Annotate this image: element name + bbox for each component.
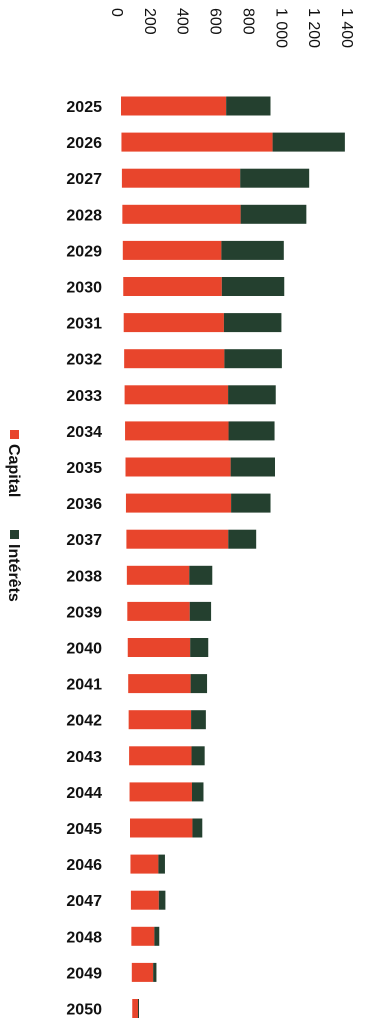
bar-interets — [230, 457, 275, 477]
bar-interets — [190, 638, 209, 657]
category-label: 2037 — [66, 532, 102, 549]
bar-capital — [126, 529, 229, 549]
category-label: 2031 — [66, 316, 102, 333]
bar-interets — [228, 385, 276, 405]
category-label: 2039 — [66, 604, 102, 621]
bar-capital — [126, 565, 190, 585]
category-label: 2025 — [66, 99, 102, 116]
category-label: 2048 — [66, 929, 102, 946]
bar-capital — [121, 96, 227, 116]
bar-capital — [131, 962, 154, 982]
category-label: 2036 — [66, 496, 102, 513]
category-label: 2034 — [66, 424, 102, 441]
bar-capital — [128, 710, 192, 730]
category-label: 2038 — [66, 568, 102, 585]
category-label: 2027 — [66, 171, 102, 188]
bar-capital — [131, 926, 155, 946]
category-label: 2046 — [66, 857, 102, 874]
legend-label-interets: Intérêts — [5, 544, 22, 602]
bar-interets — [190, 674, 208, 694]
bar-capital — [123, 277, 222, 296]
category-label: 2033 — [66, 388, 102, 405]
category-label: 2035 — [66, 460, 102, 477]
category-label: 2041 — [66, 677, 102, 694]
bar-interets — [223, 313, 282, 333]
legend-group: Capital Intérêts — [5, 430, 22, 602]
bar-interets — [192, 818, 203, 838]
category-label: 2042 — [66, 713, 102, 730]
bar-interets — [224, 349, 282, 369]
bar-capital — [125, 493, 232, 513]
legend-label-capital: Capital — [5, 444, 22, 497]
category-label: 2030 — [66, 280, 102, 297]
bars — [121, 96, 345, 1018]
bar-capital — [121, 132, 273, 152]
bar-interets — [221, 277, 285, 296]
category-label: 2040 — [66, 641, 102, 658]
category-label: 2050 — [66, 1002, 102, 1019]
x-tick-label: 400 — [174, 8, 191, 35]
bar-interets — [189, 565, 213, 585]
bar-interets — [191, 746, 205, 766]
bar-capital — [129, 746, 192, 766]
x-tick-label: 1 000 — [272, 8, 289, 48]
bar-capital — [127, 601, 190, 621]
bar-interets — [226, 96, 271, 116]
bar-capital — [130, 854, 159, 874]
bar-interets — [189, 601, 212, 621]
bar-capital — [132, 999, 138, 1018]
x-tick-label: 200 — [141, 8, 158, 35]
bar-capital — [130, 890, 159, 910]
bar-capital — [123, 313, 224, 333]
category-label: 2029 — [66, 243, 102, 260]
bar-interets — [191, 782, 204, 802]
bar-interets — [154, 926, 160, 946]
x-tick-label: 1 400 — [338, 8, 355, 48]
bar-capital — [125, 457, 231, 477]
legend-swatch-capital — [10, 430, 19, 439]
x-tick-label: 800 — [239, 8, 256, 35]
bar-capital — [125, 421, 229, 441]
x-tick-label: 1 200 — [305, 8, 322, 48]
category-label: 2032 — [66, 352, 102, 369]
category-label: 2047 — [66, 893, 102, 910]
bar-interets — [191, 710, 206, 730]
bar-capital — [128, 674, 191, 694]
bar-interets — [272, 132, 345, 152]
bar-interets — [231, 493, 271, 513]
bar-capital — [122, 240, 222, 260]
bar-interets — [228, 421, 275, 441]
bar-capital — [129, 782, 192, 802]
bar-capital — [121, 168, 241, 188]
legend: Capital Intérêts — [5, 430, 22, 602]
bar-capital — [127, 638, 191, 657]
category-label: 2044 — [66, 785, 102, 802]
bar-interets — [138, 999, 139, 1018]
x-tick-label: 600 — [207, 8, 224, 35]
bar-interets — [240, 168, 310, 188]
bar-capital — [124, 349, 225, 369]
category-label: 2028 — [66, 207, 102, 224]
bar-interets — [158, 854, 165, 874]
x-axis-ticks: 0 200 400 600 800 1 000 1 200 1 400 — [108, 8, 355, 48]
bar-interets — [158, 890, 166, 910]
category-labels: 2025 2026 2027 2028 2029 2030 2031 2032 2033 2034… — [66, 99, 102, 1019]
legend-swatch-interets — [10, 530, 19, 539]
bar-capital — [122, 204, 241, 224]
bar-interets — [153, 962, 157, 982]
bar-interets — [240, 204, 307, 224]
bar-capital — [124, 385, 229, 405]
category-label: 2043 — [66, 749, 102, 766]
x-tick-label: 0 — [108, 8, 125, 17]
category-label: 2026 — [66, 135, 102, 152]
category-label: 2045 — [66, 821, 102, 838]
category-label: 2049 — [66, 965, 102, 982]
bar-capital — [130, 818, 193, 838]
bar-interets — [228, 529, 257, 549]
bar-interets — [221, 240, 284, 260]
